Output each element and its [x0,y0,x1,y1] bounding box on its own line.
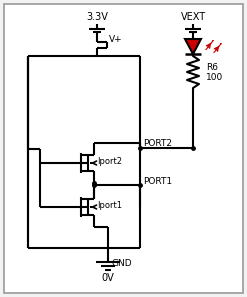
Text: VEXT: VEXT [181,12,206,22]
Text: PORT2: PORT2 [143,138,172,148]
Text: 0V: 0V [102,273,114,283]
Text: R6: R6 [206,64,218,72]
Polygon shape [185,39,201,54]
Text: Iport2: Iport2 [97,157,122,165]
Text: 100: 100 [206,72,223,81]
Text: Iport1: Iport1 [97,200,122,209]
Text: GND: GND [111,260,132,268]
Text: 3.3V: 3.3V [86,12,108,22]
Text: V+: V+ [109,36,123,45]
Text: PORT1: PORT1 [143,176,172,186]
